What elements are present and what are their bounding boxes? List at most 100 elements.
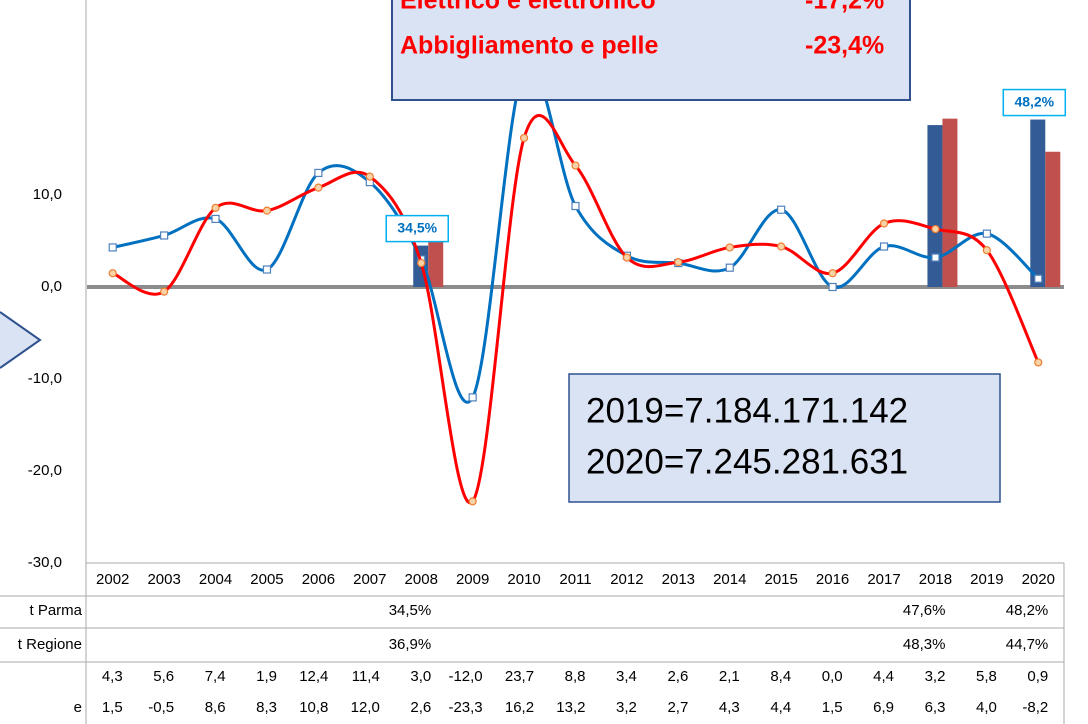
marker xyxy=(160,231,169,240)
table-value: -23,3 xyxy=(448,699,482,716)
y-tick-label: 10,0 xyxy=(33,186,62,203)
table-value: 34,5% xyxy=(389,602,432,619)
y-tick-label: -10,0 xyxy=(28,370,62,387)
x-tick-label: 2018 xyxy=(919,571,952,588)
table-value: 2,1 xyxy=(719,668,740,685)
annotation: 2019=7.184.171.142 xyxy=(586,391,908,430)
table-value: 47,6% xyxy=(903,602,946,619)
y-tick-label: 0,0 xyxy=(41,278,62,295)
x-tick-label: 2007 xyxy=(353,571,386,588)
table-value: 12,4 xyxy=(299,668,328,685)
table-value: 2,7 xyxy=(667,699,688,716)
table-value: 1,5 xyxy=(822,699,843,716)
table-value: 8,4 xyxy=(770,668,791,685)
table-value: 48,3% xyxy=(903,636,946,653)
table-value: 1,5 xyxy=(102,699,123,716)
x-tick-label: 2014 xyxy=(713,571,746,588)
marker xyxy=(931,224,940,234)
x-tick-label: 2020 xyxy=(1022,571,1055,588)
annotation-box xyxy=(391,0,911,101)
marker xyxy=(725,243,734,252)
y-tick-label: -30,0 xyxy=(28,554,62,571)
table-value: 4,3 xyxy=(719,699,740,716)
x-tick-label: 2004 xyxy=(199,571,232,588)
marker xyxy=(1034,358,1043,367)
table-value: 3,2 xyxy=(925,668,946,685)
table-value: -0,5 xyxy=(148,699,174,716)
row-label: e xyxy=(74,699,82,716)
marker xyxy=(211,214,220,224)
x-tick-label: 2013 xyxy=(662,571,695,588)
table-value: 0,0 xyxy=(822,668,843,685)
table-value: 36,9% xyxy=(389,636,432,653)
marker xyxy=(108,269,117,278)
data-label-box xyxy=(385,214,449,243)
x-tick-label: 2019 xyxy=(970,571,1003,588)
table-value: -12,0 xyxy=(448,668,482,685)
table-value: 16,2 xyxy=(505,699,534,716)
table-value: 48,2% xyxy=(1006,602,1049,619)
arrow-shape xyxy=(0,311,42,369)
marker xyxy=(519,133,529,143)
annotation: Abbigliamento e pelle xyxy=(400,32,658,60)
x-tick-label: 2015 xyxy=(764,571,797,588)
marker xyxy=(879,219,889,228)
table-value: 23,7 xyxy=(505,668,534,685)
x-tick-label: 2017 xyxy=(867,571,900,588)
row-label: t Parma xyxy=(29,602,82,619)
table-value: 4,3 xyxy=(102,668,123,685)
table-value: 11,4 xyxy=(352,668,380,685)
marker xyxy=(211,203,220,212)
marker xyxy=(622,253,632,262)
line xyxy=(112,63,1040,404)
x-tick-label: 2003 xyxy=(147,571,180,588)
marker xyxy=(982,229,991,238)
table-value: 5,8 xyxy=(976,668,997,685)
table-value: 8,3 xyxy=(256,699,277,716)
x-tick-label: 2010 xyxy=(507,571,540,588)
x-tick-label: 2016 xyxy=(816,571,849,588)
x-tick-label: 2002 xyxy=(96,571,129,588)
x-tick-label: 2006 xyxy=(302,571,335,588)
annotation-box xyxy=(568,373,1001,503)
line xyxy=(112,114,1040,505)
data-label: 48,2% xyxy=(1014,93,1054,109)
annotation: Elettrico e elettronico xyxy=(400,0,656,15)
table-value: 4,0 xyxy=(976,699,997,716)
x-tick-label: 2011 xyxy=(559,571,591,588)
table-value: 2,6 xyxy=(410,699,431,716)
marker xyxy=(314,183,323,192)
marker xyxy=(828,269,837,278)
table-value: -8,2 xyxy=(1022,699,1048,716)
x-tick-label: 2009 xyxy=(456,571,489,588)
bar xyxy=(942,118,958,287)
table-value: 6,3 xyxy=(925,699,946,716)
marker xyxy=(982,246,991,255)
marker xyxy=(417,258,426,268)
table-value: 3,0 xyxy=(410,668,431,685)
marker xyxy=(365,172,374,181)
annotation: -23,4% xyxy=(805,32,884,60)
marker xyxy=(879,242,889,251)
marker xyxy=(468,393,477,402)
marker xyxy=(828,282,837,292)
table-value: 4,4 xyxy=(873,668,894,685)
marker xyxy=(777,205,786,214)
marker xyxy=(314,168,323,178)
data-label-box xyxy=(1002,88,1067,117)
marker xyxy=(262,206,272,215)
x-tick-label: 2012 xyxy=(610,571,643,588)
marker xyxy=(571,161,580,170)
marker xyxy=(1034,274,1043,283)
marker xyxy=(725,263,734,272)
table-value: 2,6 xyxy=(667,668,688,685)
table-value: 7,4 xyxy=(205,668,226,685)
annotation: 2020=7.245.281.631 xyxy=(586,442,908,481)
bar xyxy=(1030,119,1046,287)
marker xyxy=(777,242,786,251)
table-value: 1,9 xyxy=(256,668,277,685)
table-value: 3,4 xyxy=(616,668,637,685)
annotation: -17,2% xyxy=(805,0,884,15)
